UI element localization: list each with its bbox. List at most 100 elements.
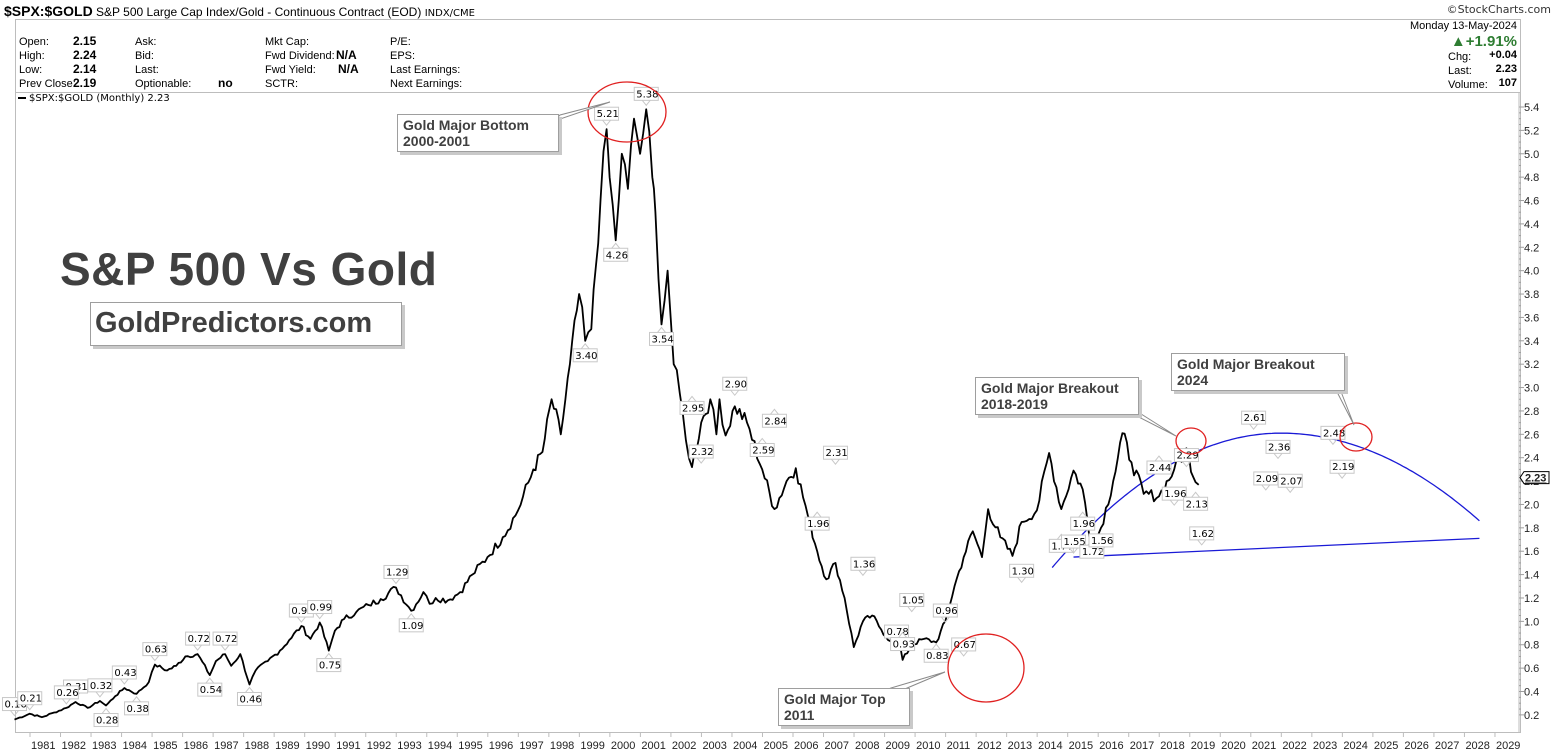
x-tick-label: 2007	[825, 740, 849, 752]
data-label: 2.29	[1176, 451, 1198, 462]
callout-gold-major-top: Gold Major Top 2011	[778, 688, 910, 726]
data-label: 2.31	[825, 448, 847, 459]
data-label: 0.67	[954, 640, 976, 651]
y-tick-label: 1.2	[1524, 593, 1539, 605]
next-earnings-label: Next Earnings:	[390, 78, 463, 90]
y-tick-label: 3.4	[1524, 336, 1539, 348]
data-label: 1.62	[1192, 529, 1214, 540]
quote-date: Monday 13-May-2024	[1409, 20, 1517, 32]
low-label: Low:	[19, 64, 43, 76]
callout-breakout-2024: Gold Major Breakout 2024	[1171, 353, 1345, 391]
fwd-dividend-label: Fwd Dividend:	[265, 50, 335, 62]
data-label: 1.09	[401, 621, 423, 632]
chg-label: Chg:	[1448, 51, 1472, 63]
data-label: 2.19	[1332, 462, 1354, 473]
x-tick-label: 2024	[1343, 740, 1367, 752]
x-tick-label: 2019	[1191, 740, 1215, 752]
data-label: 0.46	[239, 694, 261, 705]
y-tick-label: 1.6	[1524, 546, 1539, 558]
copyright: ©StockCharts.com	[1446, 3, 1551, 16]
data-label: 1.72	[1082, 547, 1104, 558]
x-tick-label: 1989	[275, 740, 299, 752]
data-label: 0.38	[127, 704, 149, 715]
data-label: 0.72	[215, 634, 237, 645]
data-label: 1.36	[853, 559, 875, 570]
x-tick-label: 1998	[550, 740, 574, 752]
x-tick-label: 1985	[153, 740, 177, 752]
data-label: 3.40	[575, 351, 597, 362]
quote-panel	[15, 19, 1521, 93]
x-tick-label: 2009	[886, 740, 910, 752]
x-tick-label: 2025	[1374, 740, 1398, 752]
data-label: 0.93	[893, 640, 915, 651]
prev-close-label: Prev Close:	[19, 78, 76, 90]
data-label: 2.84	[764, 416, 786, 427]
y-tick-label: 1.4	[1524, 570, 1539, 582]
arc-trendline	[1051, 432, 1480, 569]
y-tick-label: 4.2	[1524, 242, 1539, 254]
data-label: 2.95	[682, 403, 704, 414]
data-label: 2.48	[1323, 428, 1345, 439]
x-tick-label: 1984	[123, 740, 147, 752]
site-watermark: GoldPredictors.com	[90, 302, 402, 346]
x-tick-label: 1991	[336, 740, 360, 752]
plot-area[interactable]	[15, 93, 1521, 733]
highlight-circle	[1339, 422, 1373, 452]
x-tick-label: 2005	[763, 740, 787, 752]
data-label: 0.21	[20, 694, 42, 705]
fwd-yield-label: Fwd Yield:	[265, 64, 316, 76]
x-tick-label: 2018	[1160, 740, 1184, 752]
data-label: 0.75	[319, 661, 341, 672]
x-tick-label: 2000	[611, 740, 635, 752]
mkt-cap-label: Mkt Cap:	[265, 36, 310, 48]
x-tick-label: 2020	[1221, 740, 1245, 752]
x-tick-label: 1995	[458, 740, 482, 752]
high-label: High:	[19, 50, 45, 62]
x-tick-label: 1988	[245, 740, 269, 752]
sctr-label: SCTR:	[265, 78, 298, 90]
data-label: 5.38	[636, 89, 658, 100]
data-label: 2.13	[1186, 499, 1208, 510]
last-right-label: Last:	[1448, 65, 1472, 77]
data-label: 0.28	[96, 716, 118, 727]
data-label: 0.54	[200, 685, 222, 696]
data-label: 2.07	[1280, 476, 1302, 487]
data-label: 0.96	[935, 606, 957, 617]
highlight-circle	[1175, 427, 1207, 455]
x-tick-label: 2013	[1008, 740, 1032, 752]
data-label: 1.96	[807, 519, 829, 530]
bid-label: Bid:	[135, 50, 154, 62]
x-tick-label: 2016	[1099, 740, 1123, 752]
x-tick-label: 2012	[977, 740, 1001, 752]
open-value: 2.15	[73, 34, 97, 48]
y-tick-label: 5.2	[1524, 125, 1539, 137]
description: S&P 500 Large Cap Index/Gold - Continuou…	[96, 5, 422, 19]
x-tick-label: 1999	[580, 740, 604, 752]
data-label: 1.30	[1012, 566, 1034, 577]
data-label: 1.96	[1073, 519, 1095, 530]
y-tick-label: 5.4	[1524, 102, 1539, 114]
chg-value: +0.04	[1489, 49, 1517, 61]
data-label: 0.99	[310, 603, 332, 614]
y-tick-label: 0.6	[1524, 663, 1539, 675]
data-label: 0.63	[145, 645, 167, 656]
prev-close-value: 2.19	[73, 76, 97, 90]
fwd-yield-value: N/A	[338, 62, 359, 76]
optionable-value: no	[218, 76, 233, 90]
data-label: 0.72	[188, 634, 210, 645]
y-tick-label: 0.4	[1524, 687, 1539, 699]
x-tick-label: 2015	[1069, 740, 1093, 752]
data-label: 1.55	[1064, 537, 1086, 548]
y-tick-label: 4.8	[1524, 172, 1539, 184]
y-tick-label: 2.4	[1524, 453, 1539, 465]
highlight-circle	[587, 81, 667, 143]
data-label: 0.83	[926, 651, 948, 662]
support-trendline	[1073, 537, 1480, 558]
exchange: INDX/CME	[424, 8, 475, 19]
x-tick-label: 1993	[397, 740, 421, 752]
x-tick-label: 1990	[306, 740, 330, 752]
data-label: 2.32	[691, 447, 713, 458]
data-label: 5.21	[597, 109, 619, 120]
callout-breakout-2018: Gold Major Breakout 2018-2019	[975, 377, 1139, 415]
